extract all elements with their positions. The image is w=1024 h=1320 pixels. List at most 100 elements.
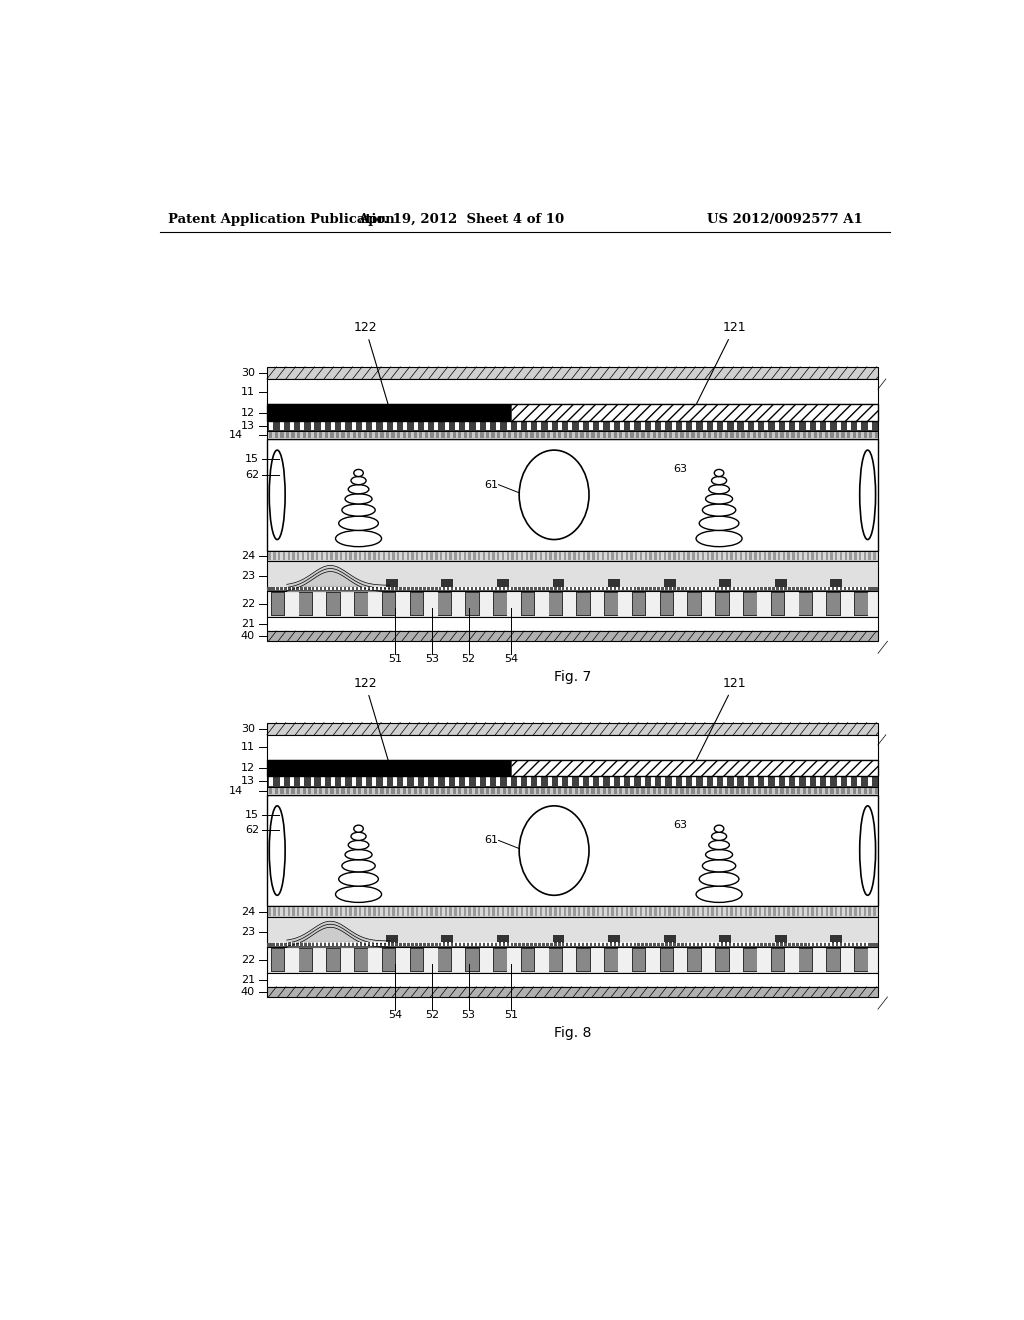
Bar [549,586,550,590]
Bar [616,552,618,560]
Bar [723,421,727,430]
Bar [793,907,795,916]
Bar [733,421,737,430]
Bar [292,788,295,793]
Bar [822,586,824,590]
Bar [697,552,699,560]
Bar [267,907,878,916]
Bar [599,777,603,785]
Bar [291,586,292,590]
Bar [306,586,308,590]
Bar [354,942,355,946]
Bar [378,907,380,916]
Bar [608,942,609,946]
Bar [874,432,878,438]
Bar [803,432,806,438]
Bar [406,942,408,946]
Bar [855,949,867,970]
Bar [274,942,276,946]
Bar [514,432,517,438]
Bar [687,907,690,916]
Bar [807,586,808,590]
Bar [310,421,314,430]
Bar [609,421,613,430]
Bar [631,421,634,430]
Bar [508,788,511,793]
Text: 62: 62 [245,470,259,479]
Bar [370,788,373,793]
Bar [267,948,878,973]
Bar [688,949,701,970]
Bar [780,432,783,438]
Bar [658,552,662,560]
Bar [326,552,328,560]
Bar [486,777,489,785]
Bar [485,586,486,590]
Ellipse shape [345,850,372,859]
Bar [426,586,427,590]
Bar [847,777,851,785]
Text: 40: 40 [241,631,255,642]
Bar [441,432,444,438]
Bar [695,586,697,590]
Bar [568,421,572,430]
Bar [866,942,867,946]
Bar [636,432,639,438]
Bar [645,907,647,916]
Bar [530,552,532,560]
Bar [380,788,384,793]
Bar [364,907,367,916]
Bar [303,942,304,946]
Bar [459,907,462,916]
Bar [723,586,725,590]
Text: 22: 22 [241,954,255,965]
Bar [596,586,598,590]
Bar [481,942,482,946]
Bar [814,432,817,438]
Bar [811,942,812,946]
Bar [563,907,566,916]
Text: 12: 12 [241,763,255,774]
Bar [853,432,856,438]
Bar [352,432,355,438]
Bar [796,777,800,785]
Text: 30: 30 [241,368,255,378]
Bar [383,594,395,615]
Bar [441,942,443,946]
Bar [853,788,856,793]
Bar [550,552,552,560]
Bar [310,586,312,590]
Bar [680,942,681,946]
Bar [712,552,714,560]
Bar [308,432,311,438]
Bar [780,788,783,793]
Bar [741,432,744,438]
Bar [422,942,423,946]
Bar [367,942,368,946]
Bar [772,949,784,970]
Bar [645,552,647,560]
Bar [676,942,677,946]
Bar [541,586,543,590]
Bar [775,432,778,438]
Bar [867,777,871,785]
Bar [410,948,424,972]
Bar [640,942,641,946]
Bar [836,432,839,438]
Bar [664,942,666,946]
Bar [521,593,536,616]
Bar [585,586,586,590]
Bar [769,432,772,438]
Bar [455,777,459,785]
Bar [303,432,306,438]
Bar [739,942,740,946]
Ellipse shape [702,504,735,516]
Bar [835,586,836,590]
Bar [437,948,452,972]
Ellipse shape [269,805,285,895]
Bar [300,777,304,785]
Bar [386,579,397,591]
Bar [462,586,463,590]
Bar [359,552,361,560]
Bar [414,788,417,793]
